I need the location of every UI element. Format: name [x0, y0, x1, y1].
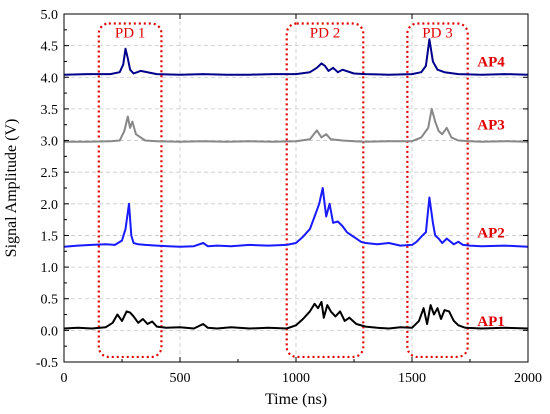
y-tick-label: 0.0	[41, 324, 59, 339]
x-tick-label: 1500	[398, 371, 426, 386]
pd-region-box	[285, 22, 365, 359]
y-tick-label: 3.0	[41, 135, 59, 150]
pd-region-label: PD 3	[422, 25, 452, 41]
x-tick-label: 2000	[514, 371, 542, 386]
y-tick-label: 5.0	[41, 8, 59, 23]
axis-ticks: -0.5 0.0 0.5 1.0 1.5 2.0 2.5 3.0 3.5 4.0 4.5 5.0 0 50…	[36, 8, 542, 386]
y-tick-label: 2.0	[41, 198, 59, 213]
series-line-ap2	[63, 187, 529, 248]
x-tick-label: 0	[61, 371, 68, 386]
y-tick-label: 3.5	[41, 103, 59, 118]
x-axis-title: Time (ns)	[265, 391, 327, 408]
pd-region-label: PD 1	[115, 25, 145, 41]
series-labels: AP1 AP2 AP3 AP4	[477, 54, 505, 329]
y-axis-title: Signal Amplitude (V)	[3, 119, 20, 258]
y-tick-label: 4.0	[41, 71, 59, 86]
series-label: AP3	[477, 118, 505, 134]
y-tick-label: 0.5	[41, 293, 59, 308]
series-label: AP2	[477, 225, 505, 241]
series-line-ap1	[63, 300, 529, 330]
x-tick-label: 1000	[282, 371, 310, 386]
y-tick-label: -0.5	[36, 356, 58, 371]
y-tick-label: 2.5	[41, 166, 59, 181]
series-line-ap4	[63, 38, 529, 76]
y-tick-label: 4.5	[41, 40, 59, 55]
series-lines	[63, 38, 529, 330]
y-tick-label: 1.0	[41, 261, 59, 276]
y-tick-label: 1.5	[41, 229, 59, 244]
x-tick-label: 500	[170, 371, 191, 386]
pd-region-label: PD 2	[310, 25, 340, 41]
grid	[63, 13, 529, 363]
series-line-ap3	[64, 107, 529, 143]
pd-regions: PD 1 PD 2 PD 3	[97, 22, 469, 359]
series-label: AP1	[477, 314, 505, 330]
pd-region-box	[97, 22, 163, 359]
series-label: AP4	[477, 54, 505, 70]
pd-region-box	[406, 22, 469, 359]
